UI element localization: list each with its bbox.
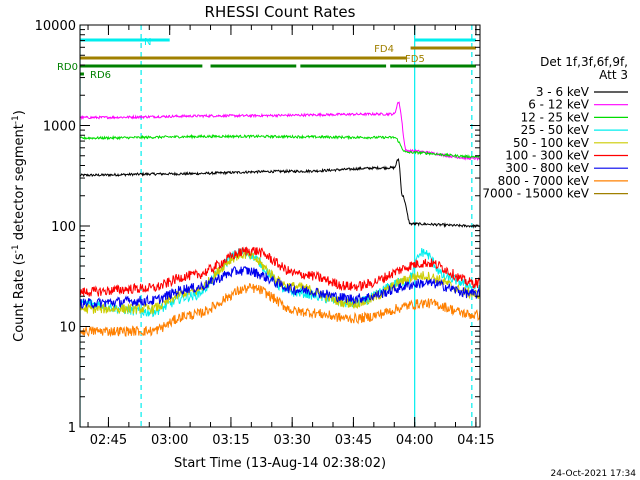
legend-entry-label: 100 - 300 keV <box>505 149 589 163</box>
x-axis: 02:45 03:00 03:15 03:30 03:45 04:00 04:15 <box>87 25 495 448</box>
y-label-part-1: Count Rate (s <box>12 253 27 342</box>
chart-title: RHESSI Count Rates <box>205 3 356 21</box>
x-tick-label: 02:45 <box>90 433 127 448</box>
series-line-2 <box>80 101 480 162</box>
legend-entry-label: 7000 - 15000 keV <box>482 187 589 201</box>
x-tick-label: 03:30 <box>273 433 310 448</box>
y-tick-label: 10000 <box>35 19 76 34</box>
y-label-sup-1: -1 <box>11 244 21 253</box>
flag-bar-label: RD0 <box>57 62 78 73</box>
flag-bars: N FD4 FD5 RD0 RD6 <box>57 37 476 81</box>
series-line-7 <box>80 265 480 310</box>
x-tick-label: 04:15 <box>457 433 494 448</box>
series-lines <box>80 101 480 338</box>
flag-bar-label: FD5 <box>405 54 425 65</box>
plot-frame <box>79 24 481 428</box>
x-tick-label: 03:45 <box>335 433 372 448</box>
legend-entry-label: 6 - 12 keV <box>528 98 590 112</box>
y-tick-label: 100 <box>51 220 76 235</box>
y-axis: 1 10 100 1000 10000 <box>35 19 480 436</box>
vertical-markers <box>80 25 473 427</box>
series-line-5 <box>80 249 480 316</box>
legend-entry-label: 300 - 800 keV <box>505 161 589 175</box>
flag-bar-label: FD4 <box>374 44 394 55</box>
legend-entry-label: 50 - 100 keV <box>513 136 590 150</box>
legend-header-line-2: Att 3 <box>599 68 628 82</box>
series-line-1 <box>80 157 480 229</box>
flag-bar-label: RD6 <box>90 70 111 81</box>
y-axis-label: Count Rate (s-1 detector segment-1) <box>11 110 27 342</box>
legend-header-line-1: Det 1f,3f,6f,9f, <box>540 55 628 69</box>
x-tick-label: 04:00 <box>396 433 433 448</box>
footer-timestamp: 24-Oct-2021 17:34 <box>551 469 637 479</box>
y-tick-label: 10 <box>59 321 76 336</box>
y-label-part-3: ) <box>12 110 27 115</box>
series-line-3 <box>80 133 480 160</box>
y-label-sup-2: -1 <box>11 115 21 124</box>
x-tick-label: 03:00 <box>151 433 188 448</box>
y-label-part-2: detector segment <box>12 124 27 244</box>
x-tick-label: 03:15 <box>212 433 249 448</box>
legend-entry-label: 3 - 6 keV <box>536 85 590 99</box>
legend-entry-label: 800 - 7000 keV <box>498 174 590 188</box>
series-line-8 <box>80 282 480 338</box>
y-tick-label: 1000 <box>43 120 76 135</box>
legend-entry-label: 12 - 25 keV <box>521 110 590 124</box>
legend-entry-label: 25 - 50 keV <box>521 123 590 137</box>
series-line-6 <box>80 246 480 297</box>
x-axis-label: Start Time (13-Aug-14 02:38:02) <box>174 456 386 471</box>
flag-bar-label: N <box>144 37 151 48</box>
y-tick-label: 1 <box>68 421 76 436</box>
